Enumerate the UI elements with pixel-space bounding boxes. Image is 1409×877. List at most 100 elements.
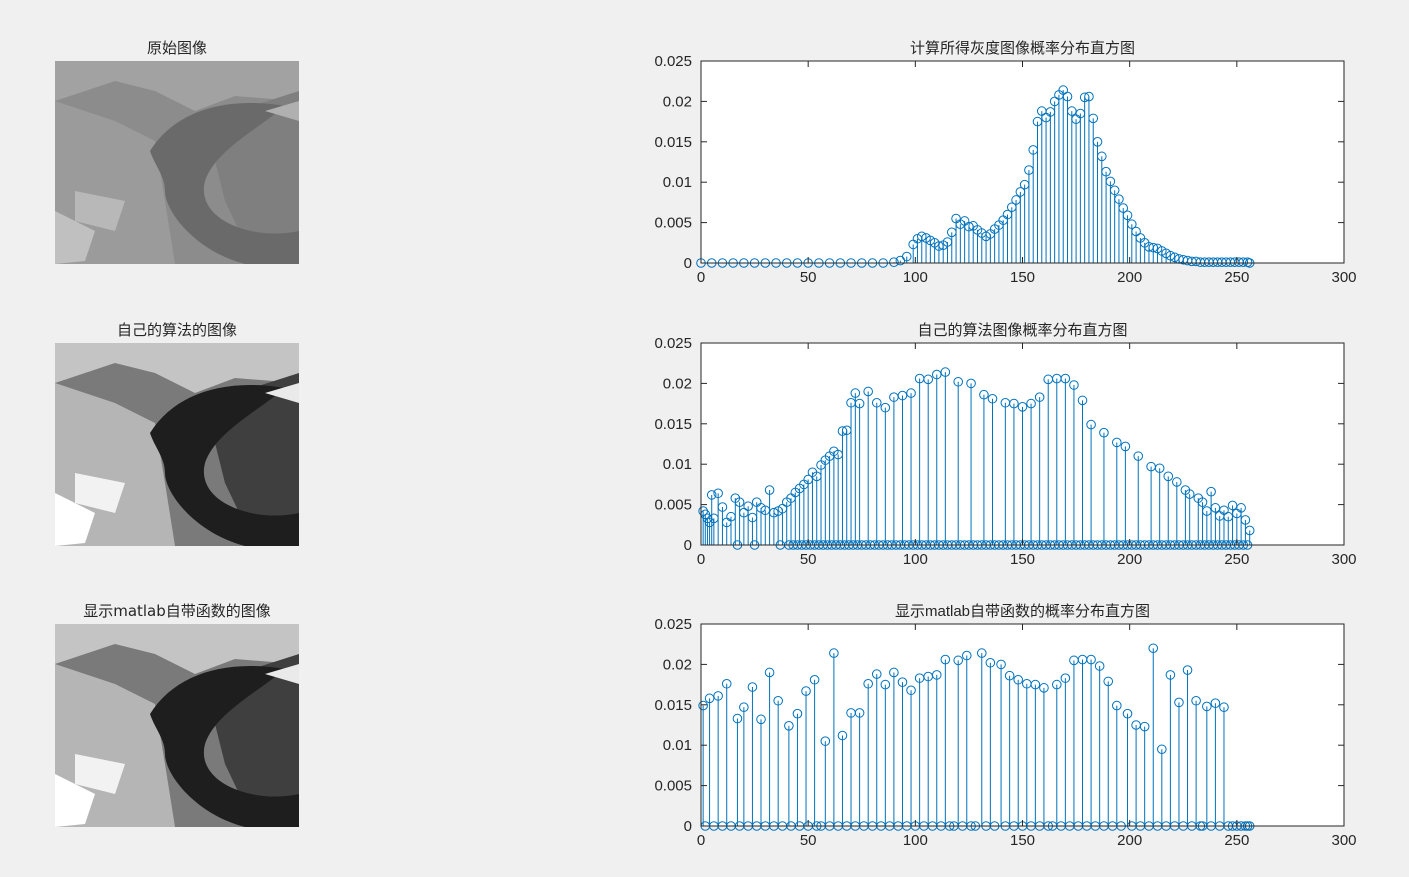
stem-marker <box>1148 643 1159 654</box>
stem-marker <box>863 678 873 689</box>
stem-marker <box>897 390 908 401</box>
stem-marker <box>1202 701 1212 712</box>
stem-marker <box>901 251 912 262</box>
stem-marker <box>1109 185 1120 196</box>
stem-marker <box>1094 661 1105 671</box>
chart-title: 计算所得灰度图像概率分布直方图 <box>910 39 1135 57</box>
stem-marker <box>713 691 723 701</box>
stem-marker <box>1174 697 1184 708</box>
stem-marker <box>1154 463 1165 474</box>
original-image <box>55 61 299 264</box>
y-tick-label: 0.02 <box>663 93 692 110</box>
stem-marker <box>976 648 987 658</box>
stem-marker <box>734 497 745 507</box>
stem-marker <box>1240 515 1251 525</box>
y-tick-label: 0.02 <box>663 375 692 392</box>
stem-marker <box>1236 503 1246 513</box>
stem-marker <box>1088 113 1099 124</box>
stem-marker <box>871 397 882 408</box>
stem-marker <box>1114 194 1124 204</box>
stem-marker <box>940 654 951 665</box>
stem-marker <box>961 650 972 661</box>
stem-marker <box>717 502 728 512</box>
stem-marker <box>854 398 865 409</box>
stem-marker <box>1077 395 1088 406</box>
y-tick-label: 0.02 <box>663 656 692 673</box>
stem-marker <box>1026 398 1036 409</box>
stem-marker <box>985 657 996 668</box>
stem-marker <box>1105 176 1116 187</box>
stem-marker <box>698 700 708 711</box>
stem-marker <box>1101 166 1111 177</box>
y-tick-label: 0.015 <box>654 134 692 151</box>
stem-marker <box>1169 252 1180 263</box>
stem-marker <box>1163 471 1174 482</box>
x-tick-label: 100 <box>903 269 928 286</box>
stem-marker <box>1244 525 1255 536</box>
x-tick-label: 300 <box>1331 832 1356 849</box>
stem-marker <box>1097 151 1107 162</box>
stem-marker <box>889 667 899 678</box>
x-tick-label: 150 <box>1010 551 1035 568</box>
stem-marker <box>1172 477 1182 487</box>
own-algorithm-image-title: 自己的算法的图像 <box>116 321 237 339</box>
stem-marker <box>1004 670 1015 681</box>
stem-marker <box>764 667 775 678</box>
x-tick-label: 300 <box>1331 551 1356 568</box>
stem-marker <box>1058 85 1069 95</box>
plot-area <box>701 61 1344 263</box>
stem-marker <box>1210 503 1221 513</box>
stem-marker <box>854 708 865 718</box>
stem-marker <box>1060 673 1071 683</box>
stem-marker <box>1165 670 1176 680</box>
stem-marker <box>953 655 964 666</box>
x-tick-label: 250 <box>1224 551 1249 568</box>
stem-marker <box>1099 427 1109 438</box>
stem-marker <box>739 702 749 713</box>
stem-marker <box>764 485 775 495</box>
y-tick-label: 0.005 <box>654 497 692 514</box>
stem-marker <box>1060 373 1071 384</box>
stem-marker <box>1086 654 1096 665</box>
stem-marker <box>923 374 933 385</box>
stem-marker <box>820 736 831 746</box>
y-tick-label: 0 <box>684 255 692 272</box>
stem-marker <box>1165 250 1176 261</box>
stem-marker <box>889 257 899 267</box>
stem-marker <box>1182 665 1193 675</box>
stem-marker <box>1013 674 1024 685</box>
x-tick-label: 200 <box>1117 832 1142 849</box>
stem-marker <box>784 721 794 731</box>
original-image-title: 原始图像 <box>146 39 207 57</box>
stem-marker <box>1206 486 1216 497</box>
stem-marker <box>931 369 942 380</box>
stem-marker <box>1066 106 1077 116</box>
y-tick-label: 0.01 <box>663 456 692 473</box>
stem-marker <box>1112 437 1122 448</box>
x-tick-label: 50 <box>800 551 817 568</box>
stem-marker <box>1148 242 1159 253</box>
y-tick-label: 0.01 <box>663 174 692 191</box>
stem-marker <box>1103 676 1114 687</box>
x-tick-label: 200 <box>1117 269 1142 286</box>
stem-marker <box>1118 203 1129 213</box>
x-tick-label: 0 <box>697 269 705 286</box>
stem-marker <box>756 714 766 725</box>
stem-marker <box>1112 700 1122 711</box>
stem-marker <box>706 490 717 500</box>
x-tick-label: 100 <box>903 832 928 849</box>
x-tick-label: 0 <box>697 832 705 849</box>
stem-marker <box>1092 137 1103 147</box>
stem-marker <box>792 708 803 719</box>
stem-marker <box>996 659 1006 670</box>
stem-marker <box>743 501 753 512</box>
x-tick-label: 100 <box>903 551 928 568</box>
y-tick-label: 0.005 <box>654 778 692 795</box>
y-tick-label: 0.025 <box>654 335 692 352</box>
y-tick-label: 0.005 <box>654 215 692 232</box>
stem-marker <box>1131 226 1141 237</box>
x-tick-label: 250 <box>1224 832 1249 849</box>
stem-marker <box>1030 679 1041 690</box>
stem-marker <box>1127 219 1137 230</box>
stem-marker <box>713 488 723 499</box>
